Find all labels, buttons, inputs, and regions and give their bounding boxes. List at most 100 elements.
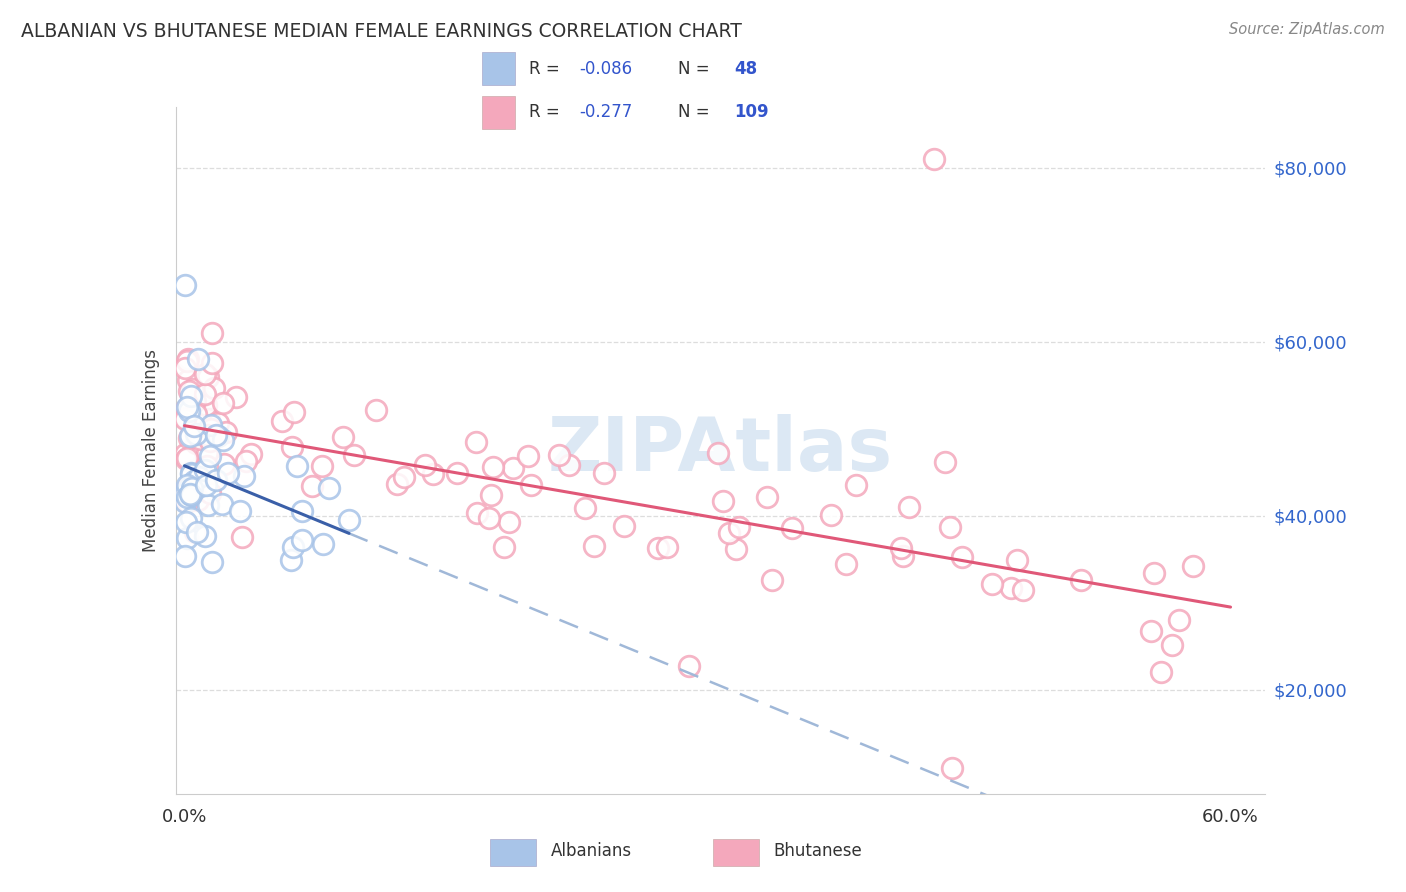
Point <box>186 493 208 508</box>
Point <box>200 422 222 436</box>
Point <box>301 479 323 493</box>
Point <box>174 549 197 563</box>
Point <box>1160 638 1182 652</box>
Point <box>1007 553 1029 567</box>
Point <box>574 500 596 515</box>
Point <box>188 391 211 405</box>
Point <box>891 549 914 564</box>
Point <box>655 540 678 554</box>
Point <box>212 396 235 410</box>
Point <box>193 396 215 410</box>
Point <box>231 530 253 544</box>
Point <box>898 500 921 514</box>
Point <box>174 411 197 425</box>
Point <box>225 390 247 404</box>
Point <box>176 531 198 545</box>
Point <box>465 506 488 520</box>
Point <box>519 477 541 491</box>
Point <box>179 487 201 501</box>
Point <box>1181 558 1204 573</box>
Point <box>181 382 204 396</box>
Point <box>755 490 778 504</box>
Point <box>890 541 912 556</box>
Point <box>194 478 217 492</box>
Point <box>1143 566 1166 580</box>
Point <box>725 542 748 557</box>
Text: Albanians: Albanians <box>551 842 633 861</box>
Point <box>290 504 312 518</box>
Point <box>177 431 200 445</box>
Point <box>1070 573 1092 587</box>
Text: 48: 48 <box>734 61 758 78</box>
Point <box>1167 613 1189 627</box>
Point <box>1139 624 1161 638</box>
Point <box>820 508 842 522</box>
Point <box>922 152 945 166</box>
Point <box>212 458 235 472</box>
Point <box>183 474 205 488</box>
Point <box>558 458 581 472</box>
Point <box>177 384 200 398</box>
Point <box>201 555 224 569</box>
Point <box>364 403 387 417</box>
Text: R =: R = <box>530 103 565 121</box>
Point <box>186 524 208 539</box>
Point <box>711 494 734 508</box>
Point <box>191 429 214 443</box>
Point <box>207 416 229 430</box>
Point <box>198 449 221 463</box>
Point <box>718 526 741 541</box>
Point <box>271 414 294 428</box>
Point <box>312 537 335 551</box>
Point <box>174 412 197 426</box>
Point <box>200 326 222 340</box>
Point <box>176 451 198 466</box>
Point <box>229 503 252 517</box>
Point <box>387 477 409 491</box>
Point <box>176 481 198 495</box>
Point <box>176 490 198 504</box>
Point <box>981 577 1004 591</box>
Point <box>187 352 209 367</box>
Point <box>200 417 222 432</box>
Point <box>207 428 229 442</box>
Point <box>194 397 217 411</box>
Point <box>547 448 569 462</box>
Point <box>176 401 198 416</box>
Point <box>176 494 198 508</box>
Point <box>197 428 219 442</box>
Point <box>174 361 197 376</box>
Point <box>582 539 605 553</box>
Point <box>174 447 197 461</box>
Point <box>465 435 488 450</box>
Point <box>422 467 444 481</box>
FancyBboxPatch shape <box>482 52 515 85</box>
Point <box>174 516 197 530</box>
Point <box>176 400 198 414</box>
Point <box>194 462 217 476</box>
Point <box>174 278 197 293</box>
Point <box>184 525 207 540</box>
Point <box>337 513 360 527</box>
Point <box>177 481 200 495</box>
Point <box>217 466 239 480</box>
Text: N =: N = <box>678 103 714 121</box>
Point <box>188 432 211 446</box>
Point <box>204 473 226 487</box>
Point <box>174 485 197 500</box>
Point <box>392 469 415 483</box>
Text: 109: 109 <box>734 103 769 121</box>
Point <box>198 485 221 500</box>
Point <box>647 541 669 556</box>
Point <box>479 488 502 502</box>
Point <box>176 478 198 492</box>
Point <box>187 469 209 483</box>
Point <box>593 466 616 480</box>
Point <box>177 373 200 387</box>
Y-axis label: Median Female Earnings: Median Female Earnings <box>142 349 160 552</box>
Point <box>180 511 202 525</box>
Point <box>174 486 197 500</box>
Text: ALBANIAN VS BHUTANESE MEDIAN FEMALE EARNINGS CORRELATION CHART: ALBANIAN VS BHUTANESE MEDIAN FEMALE EARN… <box>21 22 742 41</box>
Point <box>184 427 207 442</box>
Point <box>281 541 304 555</box>
